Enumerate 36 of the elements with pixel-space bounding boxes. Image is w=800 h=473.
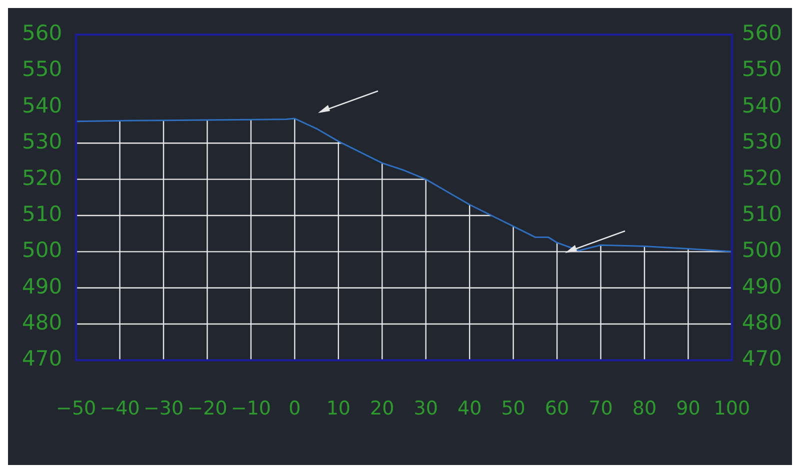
y-tick-label: 510 [22, 202, 62, 226]
x-tick-label: 60 [544, 398, 570, 420]
x-tick-label: 40 [457, 398, 482, 420]
x-tick-label: 20 [370, 398, 394, 420]
x-tick-label: 10 [326, 398, 351, 420]
x-tick-label: 30 [414, 398, 438, 420]
x-tick-label: −10 [230, 398, 272, 420]
x-tick-label: 100 [714, 398, 750, 420]
y2-tick-label: 550 [742, 57, 782, 82]
y-tick-label: 490 [22, 274, 62, 298]
x-tick-label: 50 [501, 398, 526, 420]
y-tick-label: 530 [22, 130, 62, 154]
y-tick-label: 480 [22, 310, 62, 334]
y2-tick-label: 500 [742, 238, 782, 262]
y-tick-label: 500 [22, 238, 62, 262]
y2-tick-label: 510 [742, 202, 782, 226]
y2-tick-label: 540 [742, 93, 782, 118]
x-tick-label: −40 [100, 398, 140, 420]
x-tick-label: 0 [288, 398, 301, 420]
y2-tick-label: 560 [742, 21, 782, 46]
x-tick-label: −50 [56, 398, 96, 420]
y2-tick-label: 480 [742, 310, 782, 334]
x-tick-label: 70 [588, 398, 613, 420]
y-tick-label: 540 [22, 93, 62, 118]
y2-tick-label: 470 [742, 346, 782, 371]
x-tick-label: 90 [676, 398, 700, 420]
y2-tick-label: 530 [742, 130, 782, 154]
y-tick-label: 470 [22, 346, 62, 371]
y-tick-label: 560 [22, 21, 62, 46]
y2-tick-label: 490 [742, 274, 782, 298]
x-tick-label: 80 [632, 398, 657, 420]
y2-tick-label: 520 [742, 166, 782, 190]
x-tick-label: −30 [143, 398, 184, 420]
x-tick-label: −20 [187, 398, 228, 420]
y-tick-label: 520 [22, 166, 62, 190]
y-tick-label: 550 [22, 57, 62, 82]
